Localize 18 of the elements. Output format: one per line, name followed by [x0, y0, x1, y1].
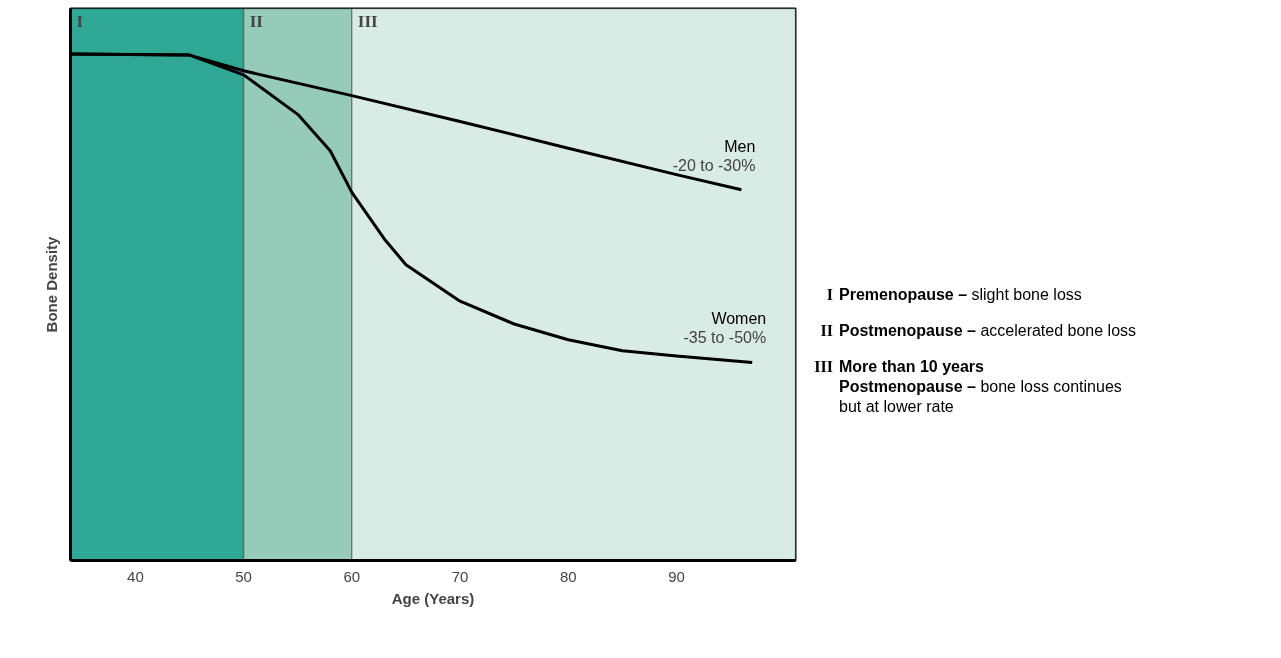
x-tick-label: 50 — [235, 567, 252, 585]
text: I Premenopause – slight bone loss — [825, 285, 1083, 305]
x-tick-label: 70 — [451, 567, 469, 585]
x-tick-label: 40 — [127, 567, 144, 585]
x-tick-label: 90 — [668, 567, 685, 585]
x-axis-title: Age (Years) — [391, 589, 475, 607]
annotation: -35 to -50% — [683, 329, 767, 347]
annotation: -20 to -30% — [672, 156, 756, 174]
x-tick-label: 60 — [343, 567, 361, 585]
band-label: I — [76, 11, 84, 31]
text: III More than 10 years Postmenopause – bone loss continues but at lower rate — [814, 358, 1122, 415]
series-label: Women — [711, 310, 767, 328]
y-axis-title: Bone Density — [42, 235, 60, 333]
x-tick-label: 80 — [559, 567, 577, 585]
band-label: III — [357, 11, 379, 31]
band-label: II — [249, 11, 264, 31]
series-label: Men — [724, 137, 756, 155]
text: II Postmenopause – accelerated bone loss — [819, 321, 1138, 341]
